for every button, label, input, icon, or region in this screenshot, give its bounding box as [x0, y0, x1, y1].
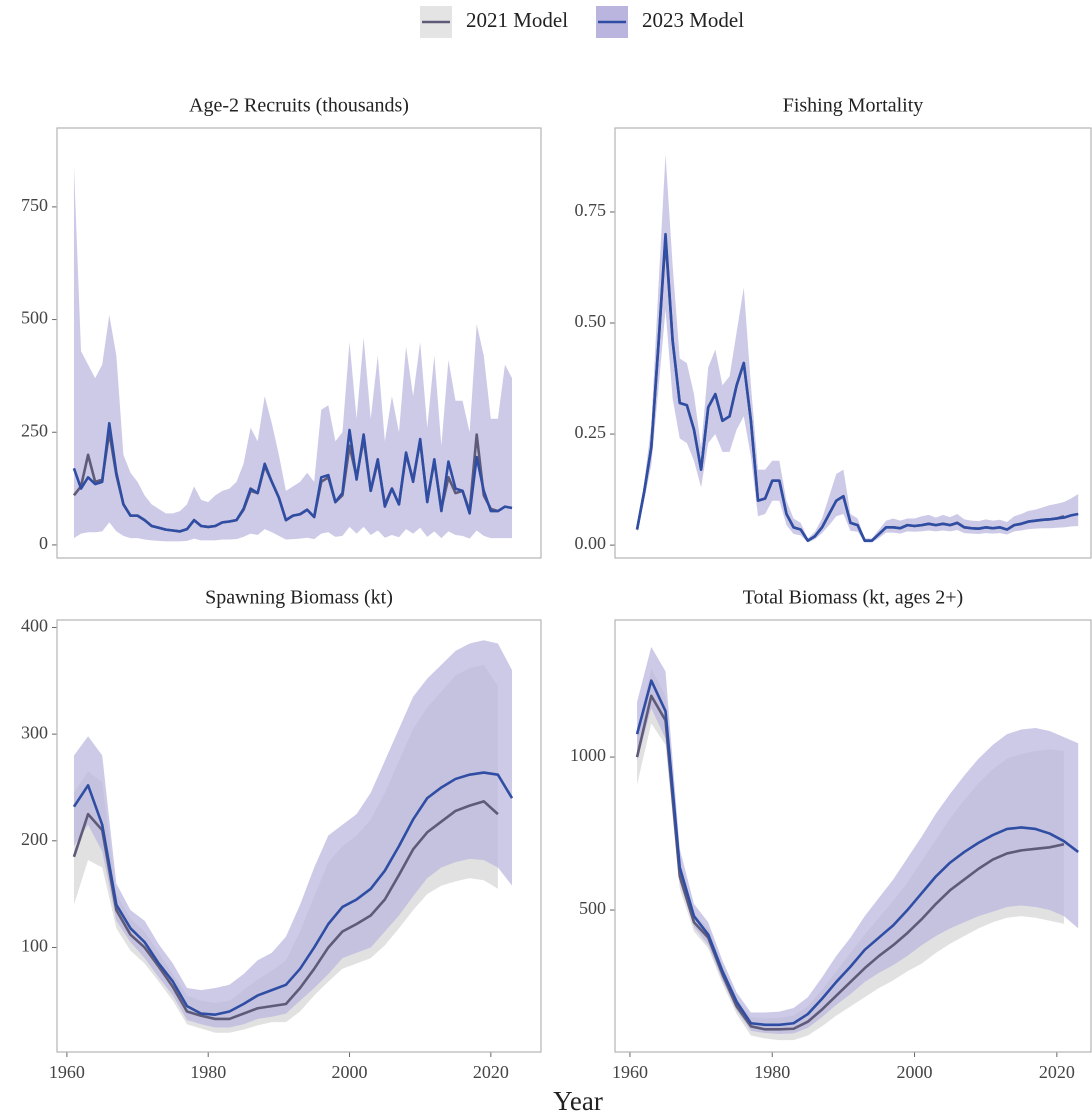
- x-axis-title: Year: [553, 1086, 603, 1116]
- series-line: [72, 421, 513, 533]
- panel-title: Fishing Mortality: [783, 95, 924, 117]
- confidence-band: [73, 166, 513, 542]
- panel: Total Biomass (kt, ages 2+) 500 1000 1960 19…: [570, 587, 1092, 1082]
- y-tick-label: 0: [39, 533, 48, 553]
- x-tick-label: 1980: [754, 1062, 790, 1082]
- series-line: [635, 679, 1079, 1027]
- x-tick-label: 2020: [1039, 1062, 1075, 1082]
- x-tick-label: 1960: [49, 1062, 85, 1082]
- panel: Age-2 Recruits (thousands) 0 250 500 750: [21, 95, 542, 559]
- panel-title: Age-2 Recruits (thousands): [189, 95, 409, 117]
- x-tick-label: 1960: [612, 1062, 648, 1082]
- legend-label: 2021 Model: [466, 8, 568, 32]
- y-tick-label: 200: [21, 829, 48, 849]
- series-line: [635, 232, 1079, 542]
- x-tick-label: 2000: [332, 1062, 368, 1082]
- panel: Spawning Biomass (kt) 100 200 300 400 1960 198…: [21, 587, 542, 1082]
- plot-frame: [56, 127, 542, 559]
- confidence-band: [73, 640, 513, 1028]
- y-tick-label: 1000: [570, 745, 606, 765]
- y-tick-label: 500: [579, 898, 606, 918]
- panel-title: Total Biomass (kt, ages 2+): [743, 587, 963, 609]
- y-tick-label: 250: [21, 420, 48, 440]
- y-tick-label: 0.50: [575, 311, 607, 331]
- y-tick-label: 0.75: [575, 200, 607, 220]
- y-tick-label: 300: [21, 722, 48, 742]
- y-tick-label: 0.25: [575, 422, 607, 442]
- panel-title: Spawning Biomass (kt): [205, 587, 393, 609]
- panel: Fishing Mortality 0.00 0.25 0.50 0.75: [575, 95, 1092, 559]
- legend-label: 2023 Model: [642, 8, 744, 32]
- plot-frame: [56, 619, 542, 1053]
- series-line: [72, 771, 514, 1016]
- y-tick-label: 0.00: [575, 533, 607, 553]
- y-tick-label: 400: [21, 616, 48, 636]
- series-line: [72, 800, 499, 1021]
- x-tick-label: 2020: [473, 1062, 509, 1082]
- legend: 2021 Model 2023 Model: [420, 6, 744, 38]
- y-tick-label: 500: [21, 308, 48, 328]
- plot-frame: [614, 619, 1092, 1053]
- y-tick-label: 100: [21, 936, 48, 956]
- confidence-band: [637, 154, 1079, 543]
- plot-frame: [614, 127, 1092, 559]
- x-tick-label: 2000: [897, 1062, 933, 1082]
- series-line: [635, 237, 1065, 542]
- x-tick-label: 1980: [190, 1062, 226, 1082]
- y-tick-label: 750: [21, 195, 48, 215]
